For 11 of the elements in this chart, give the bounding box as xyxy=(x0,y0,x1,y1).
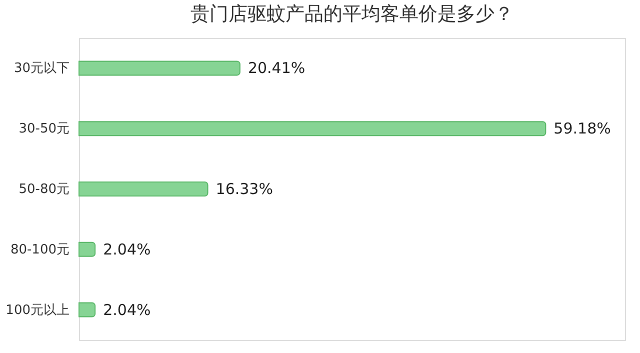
y-tick-label: 50-80元 xyxy=(18,182,70,197)
data-label: 2.04% xyxy=(103,240,151,258)
data-label: 59.18% xyxy=(554,120,611,138)
data-label: 16.33% xyxy=(216,180,273,198)
data-label: 2.04% xyxy=(103,300,151,319)
y-tick-label: 80-100元 xyxy=(10,242,70,258)
y-tick-label: 30元以下 xyxy=(14,61,70,76)
y-tick-label: 30-50元 xyxy=(18,122,70,137)
chart-title: 贵门店驱蚊产品的平均客单价是多少？ xyxy=(190,3,514,25)
data-label: 20.41% xyxy=(248,59,306,78)
y-tick-label: 100元以上 xyxy=(6,302,70,318)
